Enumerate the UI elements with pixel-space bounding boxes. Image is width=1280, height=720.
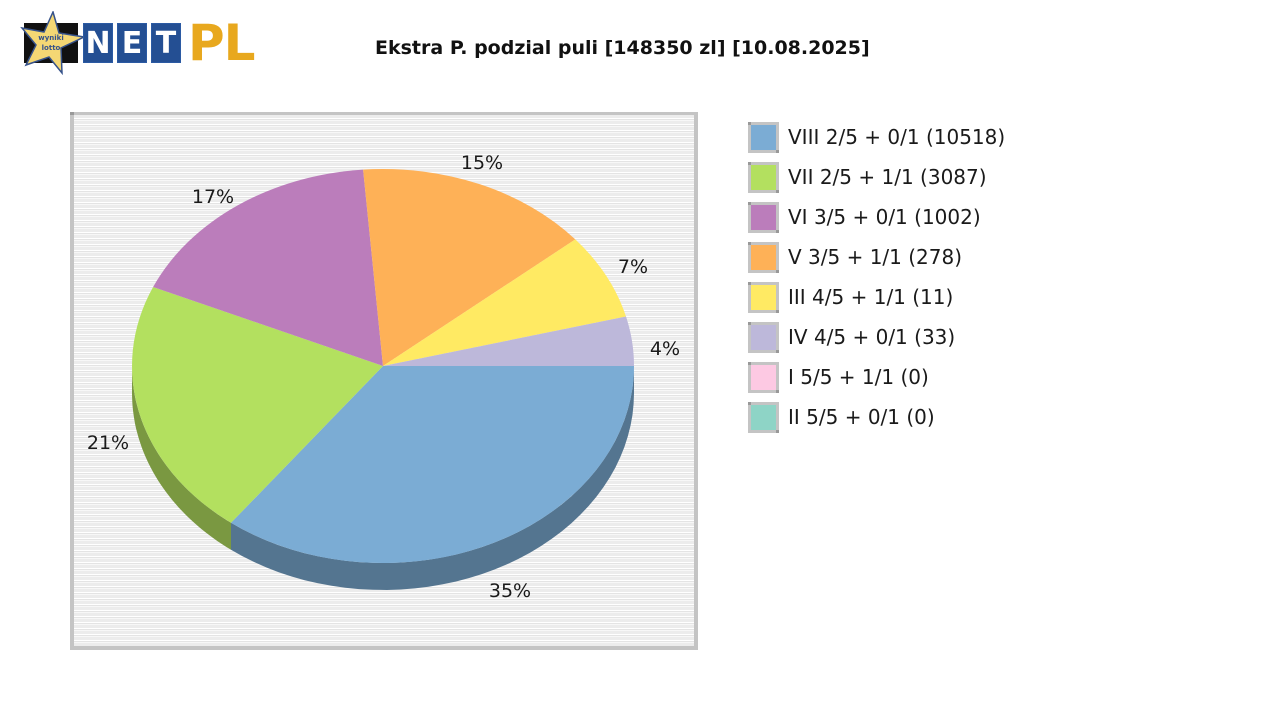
pie-slice <box>132 287 383 523</box>
pie-slice <box>231 366 634 564</box>
pie-chart: 35% 21% 17% 15% 7% 4% <box>87 152 680 602</box>
slice-percent-label: 35% <box>489 580 531 602</box>
badge-line-1: wyniki <box>38 34 63 42</box>
legend-label: I 5/5 + 1/1 (0) <box>788 365 929 389</box>
logo-tile-e: E <box>117 23 147 63</box>
slice-percent-label: 15% <box>461 152 503 174</box>
legend-swatch <box>748 162 779 193</box>
legend-label: II 5/5 + 0/1 (0) <box>788 405 935 429</box>
pie-slice-side <box>231 366 634 590</box>
netpl-logo: wyniki lotto N E T PL <box>20 11 264 75</box>
logo-tile-t: T <box>151 23 181 63</box>
legend-label: VIII 2/5 + 0/1 (10518) <box>788 125 1006 149</box>
slice-percent-label: 4% <box>650 338 680 360</box>
legend-swatch <box>748 362 779 393</box>
logo-tile-n: N <box>83 23 113 63</box>
legend-swatch <box>748 242 779 273</box>
legend-label: VI 3/5 + 0/1 (1002) <box>788 205 981 229</box>
chart-title: Ekstra P. podzial puli [148350 zl] [10.0… <box>375 37 870 59</box>
legend-label: VII 2/5 + 1/1 (3087) <box>788 165 987 189</box>
slice-percent-label: 7% <box>618 256 648 278</box>
legend-label: V 3/5 + 1/1 (278) <box>788 245 963 269</box>
legend-swatch <box>748 322 779 353</box>
legend-swatch <box>748 282 779 313</box>
plot-corner <box>70 112 74 115</box>
legend-swatch <box>748 402 779 433</box>
pie-slice <box>153 169 383 366</box>
plot-area: 35% 21% 17% 15% 7% 4% <box>70 112 698 650</box>
pie-slice <box>363 168 576 366</box>
logo-pl: PL <box>188 14 256 72</box>
legend-label: IV 4/5 + 0/1 (33) <box>788 325 956 349</box>
legend-swatch <box>748 202 779 233</box>
legend-label: III 4/5 + 1/1 (11) <box>788 285 954 309</box>
legend-swatch <box>748 122 779 153</box>
pie-slice <box>383 239 626 366</box>
star-icon: wyniki lotto <box>20 11 86 75</box>
slice-percent-label: 21% <box>87 432 129 454</box>
slice-percent-label: 17% <box>192 186 234 208</box>
badge-line-2: lotto <box>42 44 61 52</box>
pie-slice-side <box>132 366 231 550</box>
pie-slice <box>383 316 635 366</box>
